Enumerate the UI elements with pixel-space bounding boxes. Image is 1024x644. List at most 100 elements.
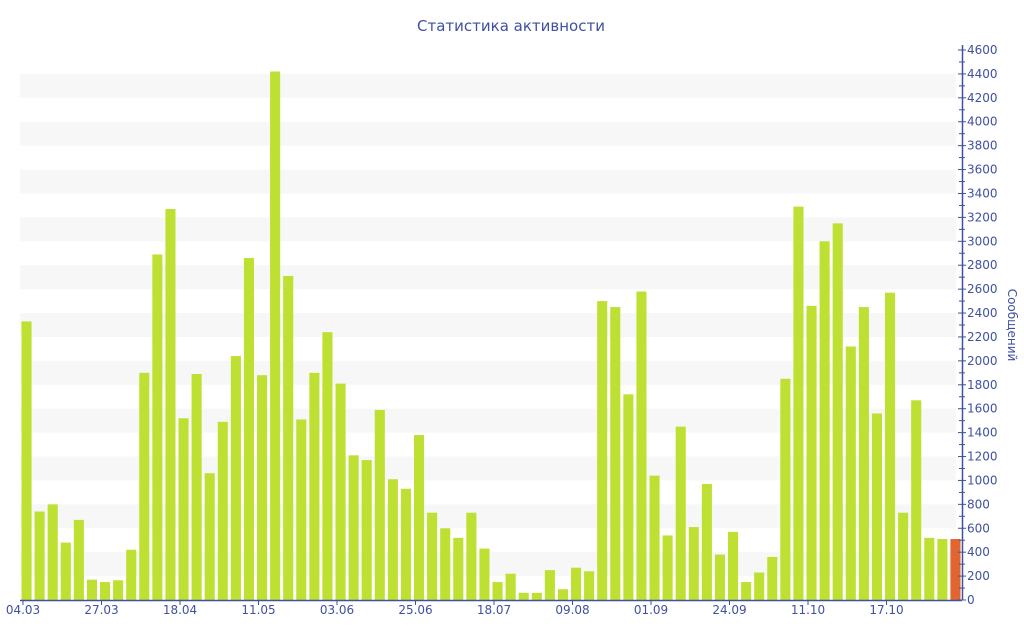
bar xyxy=(767,556,778,600)
y-tick-label: 1600 xyxy=(967,402,998,416)
bar xyxy=(714,554,725,600)
bar xyxy=(557,589,568,600)
bar xyxy=(335,383,346,600)
bar xyxy=(479,548,490,600)
x-tick-label: 04.03 xyxy=(6,603,40,617)
bar xyxy=(86,579,97,600)
y-tick-label: 3800 xyxy=(967,139,998,153)
y-tick-label: 4400 xyxy=(967,67,998,81)
bar xyxy=(47,504,58,600)
bar xyxy=(911,400,922,600)
bar xyxy=(152,254,163,600)
bar xyxy=(361,460,372,600)
bar xyxy=(623,394,634,600)
y-tick-label: 0 xyxy=(967,593,975,607)
bar xyxy=(21,321,32,600)
bar xyxy=(584,571,595,600)
x-tick-label: 17.10 xyxy=(869,603,903,617)
bar xyxy=(400,488,411,600)
bar xyxy=(217,421,228,600)
bar xyxy=(165,209,176,601)
bar xyxy=(649,475,660,600)
x-tick-label: 25.06 xyxy=(398,603,432,617)
bar xyxy=(453,537,464,600)
y-tick-label: 2400 xyxy=(967,306,998,320)
bar xyxy=(427,512,438,600)
bar xyxy=(505,573,516,600)
y-tick-label: 1000 xyxy=(967,473,998,487)
y-tick-label: 1400 xyxy=(967,426,998,440)
x-tick-label: 11.05 xyxy=(241,603,275,617)
bar xyxy=(741,582,752,600)
bar xyxy=(701,484,712,600)
bar xyxy=(780,378,791,600)
grid-band xyxy=(20,169,956,194)
bar xyxy=(754,572,765,600)
bar xyxy=(348,455,359,600)
bar xyxy=(531,592,542,600)
bar xyxy=(139,372,150,600)
chart-title: Статистика активности xyxy=(417,17,605,35)
y-tick-label: 1800 xyxy=(967,378,998,392)
bar xyxy=(73,519,84,600)
bar xyxy=(898,512,909,600)
bar xyxy=(819,241,830,600)
bar xyxy=(414,435,425,600)
y-tick-label: 3000 xyxy=(967,234,998,248)
y-tick-label: 800 xyxy=(967,497,990,511)
bar xyxy=(597,301,608,600)
bar xyxy=(871,413,882,600)
bar xyxy=(34,511,45,600)
y-tick-label: 4600 xyxy=(967,43,998,57)
bar xyxy=(571,567,582,600)
y-tick-label: 2200 xyxy=(967,330,998,344)
bar xyxy=(270,71,281,601)
bar xyxy=(636,291,647,600)
bar xyxy=(60,542,71,600)
y-tick-label: 2800 xyxy=(967,258,998,272)
bar xyxy=(518,592,529,600)
bar xyxy=(113,580,124,600)
grid-band xyxy=(20,121,956,146)
y-tick-label: 3200 xyxy=(967,210,998,224)
bar xyxy=(126,549,137,600)
bar xyxy=(728,531,739,600)
bar xyxy=(100,582,111,600)
y-tick-label: 1200 xyxy=(967,450,998,464)
grid-band xyxy=(20,217,956,242)
x-tick-label: 09.08 xyxy=(555,603,589,617)
y-tick-label: 4000 xyxy=(967,115,998,129)
bar xyxy=(283,275,294,600)
bar xyxy=(492,582,503,600)
x-tick-label: 11.10 xyxy=(791,603,825,617)
y-tick-label: 3400 xyxy=(967,186,998,200)
bar xyxy=(688,527,699,600)
x-tick-label: 18.04 xyxy=(163,603,197,617)
bar xyxy=(845,346,856,600)
y-tick-label: 3600 xyxy=(967,163,998,177)
bar xyxy=(610,307,621,600)
bar xyxy=(793,206,804,600)
axes: 0 200 400 600 800 1000 1200 1400 1600 1800 2000 220… xyxy=(6,43,998,617)
bar xyxy=(322,332,333,600)
bar xyxy=(466,512,477,600)
x-tick-label: 18.07 xyxy=(477,603,511,617)
bar xyxy=(204,473,215,600)
bar xyxy=(387,479,398,600)
bar xyxy=(309,372,320,600)
x-tick-label: 01.09 xyxy=(634,603,668,617)
bar xyxy=(950,539,961,600)
bars xyxy=(21,71,961,601)
bar xyxy=(662,535,673,600)
bar xyxy=(178,418,189,600)
bar xyxy=(257,375,268,600)
y-tick-label: 400 xyxy=(967,545,990,559)
bar xyxy=(885,292,896,600)
y-tick-label: 4200 xyxy=(967,91,998,105)
bar xyxy=(296,419,307,600)
x-tick-label: 24.09 xyxy=(712,603,746,617)
bar xyxy=(858,307,869,600)
y-axis-label: Сообщений xyxy=(1005,289,1019,362)
x-tick-label: 27.03 xyxy=(84,603,118,617)
x-tick-label: 03.06 xyxy=(320,603,354,617)
